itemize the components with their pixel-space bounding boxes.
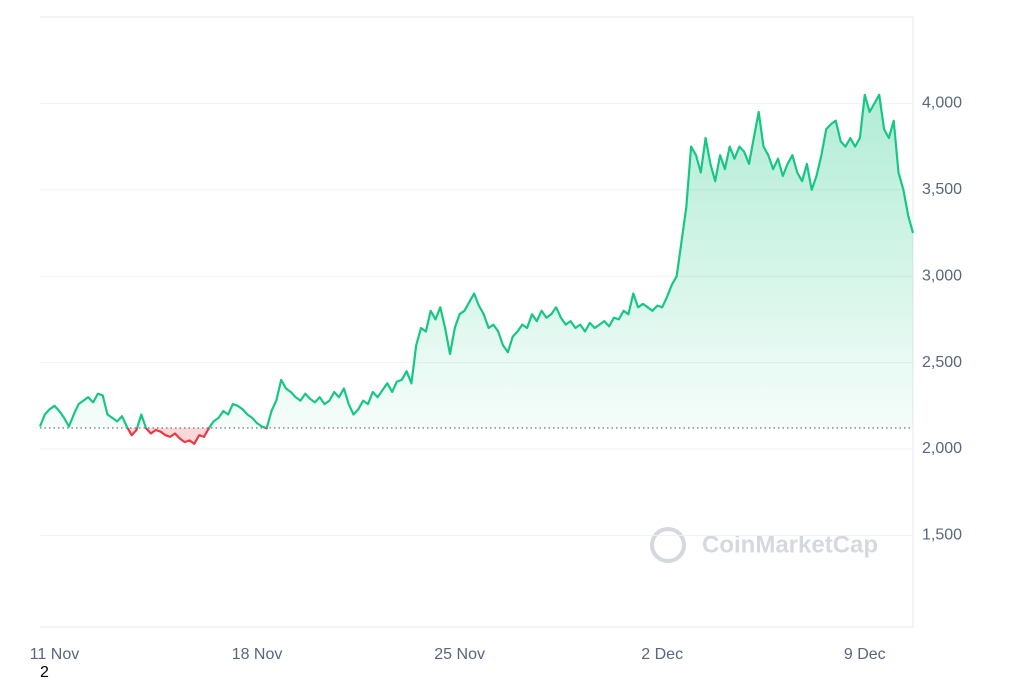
footnote: 2 <box>40 664 49 681</box>
y-tick-label: 4,000 <box>922 95 962 112</box>
watermark-logo <box>650 527 686 563</box>
watermark: CoinMarketCap <box>650 527 878 563</box>
y-tick-label: 2,000 <box>922 440 962 457</box>
x-tick-label: 9 Dec <box>844 646 886 663</box>
x-tick-label: 11 Nov <box>30 646 80 663</box>
x-tick-label: 18 Nov <box>232 646 283 663</box>
y-tick-label: 3,500 <box>922 181 962 198</box>
area <box>40 94 913 444</box>
y-tick-label: 3,000 <box>922 267 962 284</box>
price-line <box>38 93 915 445</box>
x-tick-label: 25 Nov <box>434 646 485 663</box>
x-tick-label: 2 Dec <box>641 646 683 663</box>
y-tick-label: 1,500 <box>922 527 962 544</box>
y-tick-label: 2,500 <box>922 354 962 371</box>
